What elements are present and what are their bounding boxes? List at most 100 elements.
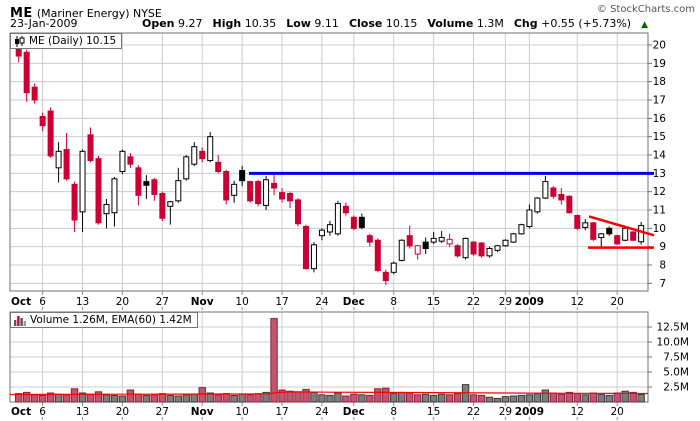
candle-body [295, 199, 301, 225]
candle-body [550, 187, 557, 197]
volume-bar [605, 394, 613, 403]
x-axis-label: Nov [191, 406, 214, 418]
volume-bar [126, 389, 135, 403]
volume-bar [621, 390, 629, 403]
x-axis-label: 20 [611, 296, 624, 308]
price-axis-label: 16 [653, 113, 667, 125]
x-axis-label: 15 [427, 406, 440, 418]
volume-bar [15, 393, 23, 403]
volume-bar [158, 393, 167, 403]
candle-body [31, 86, 38, 101]
volume-bar [629, 391, 637, 403]
x-axis-label: Dec [343, 296, 365, 308]
volume-bar [78, 392, 87, 403]
price-axis-label: 14 [653, 149, 667, 161]
volume-bar [142, 394, 151, 403]
volume-bar [406, 392, 414, 403]
volume-bar [94, 391, 103, 403]
candle-body [279, 192, 286, 200]
candle-body [606, 227, 613, 235]
chart-date: 23-Jan-2009 [10, 17, 78, 30]
candle-body [263, 179, 270, 206]
change-up-arrow-icon: ▲ [641, 20, 648, 30]
volume-bar [54, 393, 63, 403]
candle-body [478, 242, 485, 257]
volume-bar [190, 393, 198, 403]
candle-body [438, 236, 445, 242]
candle-body [87, 134, 94, 161]
volume-bar [565, 391, 574, 403]
candle-body [255, 181, 262, 205]
candle-body [151, 179, 158, 195]
volume-bar [326, 394, 334, 403]
x-axis-label: 2009 [515, 406, 544, 418]
quote-summary: Open 9.27 High 10.35 Low 9.11 Close 10.15 Vo… [132, 17, 648, 30]
candle-body [582, 222, 589, 228]
volume-panel-label-text: Volume 1.26M, EMA(60) 1.42M [30, 314, 192, 326]
candle-body [422, 241, 429, 249]
volume-bar [541, 389, 550, 403]
candle-body [23, 51, 30, 94]
price-axis-label: 8 [659, 259, 666, 271]
candle-body [486, 247, 493, 257]
volume-bar [150, 394, 159, 403]
candle-body [598, 233, 605, 238]
volume-bar [501, 396, 510, 403]
candle-body [494, 245, 501, 251]
volume-bar [118, 395, 127, 403]
candle-body [358, 216, 365, 228]
quote-close: Close 10.15 [348, 17, 418, 30]
quote-high: High 10.35 [212, 17, 277, 30]
x-axis-label: 29 [499, 296, 512, 308]
candle-body [231, 183, 238, 196]
stockcharts-credit: © StockCharts.com [596, 4, 695, 15]
x-axis-label: 13 [76, 406, 89, 418]
candle-body [326, 224, 333, 233]
volume-bar [278, 389, 286, 403]
candle-body [95, 158, 102, 224]
volume-bar [382, 387, 390, 403]
candle-body [430, 237, 437, 243]
candle-body [159, 192, 166, 219]
price-axis-label: 19 [653, 58, 666, 70]
x-axis-label: 15 [427, 296, 440, 308]
volume-bar [573, 393, 581, 403]
candle-body [398, 239, 405, 261]
candle-body [111, 178, 118, 214]
volume-bar [62, 394, 71, 403]
price-panel-label: ME (Daily) 10.15 [10, 33, 123, 49]
volume-bar [589, 392, 597, 403]
candle-body [119, 150, 126, 172]
volume-bar [350, 393, 358, 403]
descending-trendline [588, 215, 655, 237]
volume-bar [549, 392, 558, 403]
price-axis-label: 10 [653, 223, 666, 235]
candle-body [614, 235, 621, 245]
volume-bar [230, 394, 238, 403]
x-axis-label: Oct [11, 406, 31, 418]
candle-body [558, 193, 565, 201]
candle-body [127, 156, 134, 165]
x-axis-label: 10 [235, 406, 248, 418]
x-axis-label: Nov [191, 296, 214, 308]
volume-bar [134, 393, 143, 403]
quote-open: Open 9.27 [141, 17, 203, 30]
x-axis-label: 20 [116, 296, 129, 308]
candle-body [454, 245, 461, 257]
candle-body [47, 110, 54, 157]
candle-body [526, 209, 533, 227]
candle-body [103, 203, 110, 215]
volume-bar [366, 394, 374, 403]
header-line-1: ME (Mariner Energy) NYSE © StockCharts.co… [10, 2, 695, 21]
candle-body [135, 167, 142, 196]
price-axis-label: 18 [653, 76, 666, 88]
x-axis-label: 2009 [515, 296, 544, 308]
price-axis-label: 15 [653, 131, 666, 143]
x-axis-label: 10 [235, 296, 248, 308]
volume-bar [286, 390, 294, 403]
candle-body [183, 156, 190, 180]
volume-bar [581, 394, 589, 403]
candle-body [574, 214, 581, 229]
quote-chg: Chg +0.55 (+5.73%) [513, 17, 632, 30]
candle-body [622, 227, 629, 241]
